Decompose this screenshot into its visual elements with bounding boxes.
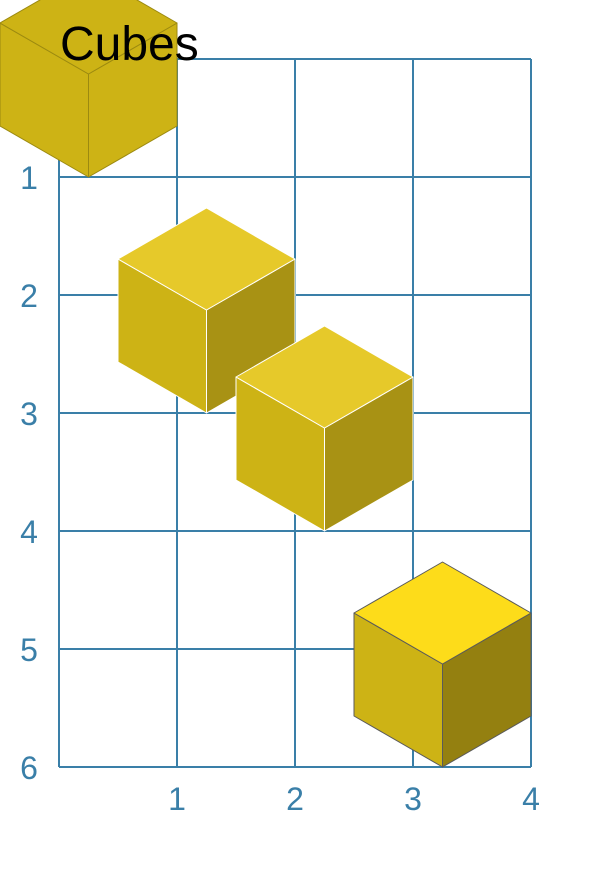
cube-top-face	[0, 0, 178, 75]
y-tick-label: 5	[20, 632, 38, 668]
y-tick-label: 1	[20, 160, 38, 196]
axis-ticks: 1 2 3 4 1 2 3 4 5 6	[20, 160, 540, 817]
cube	[235, 325, 414, 532]
x-tick-label: 2	[286, 781, 304, 817]
y-tick-label: 2	[20, 278, 38, 314]
cube	[117, 207, 296, 414]
figure-title: Cubes	[60, 18, 199, 71]
cube	[0, 0, 178, 178]
x-tick-label: 4	[522, 781, 540, 817]
y-tick-label: 6	[20, 750, 38, 786]
cube-top-face	[353, 561, 532, 665]
x-tick-label: 1	[168, 781, 186, 817]
y-tick-label: 4	[20, 514, 38, 550]
cubes	[0, 0, 532, 768]
cube-top-face	[235, 325, 414, 429]
cube	[353, 561, 532, 768]
cube-top-face	[117, 207, 296, 311]
y-tick-label: 3	[20, 396, 38, 432]
x-tick-label: 3	[404, 781, 422, 817]
